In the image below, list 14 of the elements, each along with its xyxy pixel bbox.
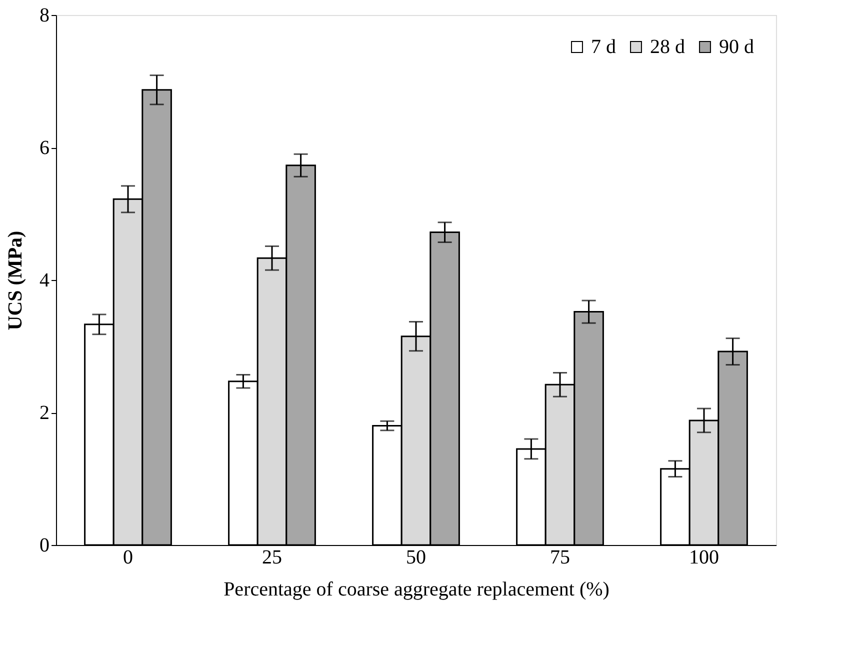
x-tick-label: 0: [123, 546, 133, 568]
legend-label: 28 d: [650, 36, 685, 58]
y-axis-title: UCS (MPa): [4, 230, 26, 330]
x-axis-title: Percentage of coarse aggregate replacement (%): [224, 578, 610, 600]
x-tick-label: 25: [262, 546, 282, 568]
y-tick-label: 2: [40, 402, 50, 424]
y-tick-label: 8: [40, 4, 50, 26]
y-tick-label: 6: [40, 137, 50, 159]
x-tick-label: 100: [689, 546, 719, 568]
legend-label: 7 d: [591, 36, 616, 58]
x-tick-label: 50: [406, 546, 426, 568]
legend-label: 90 d: [719, 36, 754, 58]
x-tick-label: 75: [550, 546, 570, 568]
y-tick-label: 4: [40, 270, 50, 292]
